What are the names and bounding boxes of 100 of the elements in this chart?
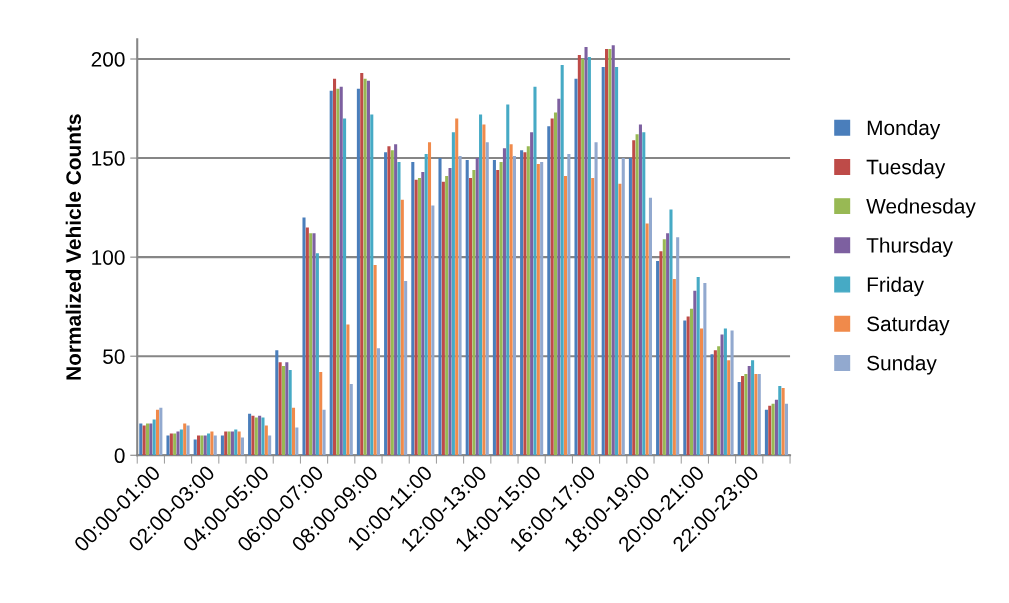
bar bbox=[577, 55, 581, 456]
bar bbox=[159, 407, 163, 456]
bar bbox=[149, 423, 153, 456]
y-tick-label: 200 bbox=[91, 52, 125, 67]
bar bbox=[451, 132, 455, 456]
legend-label: Tuesday bbox=[866, 159, 946, 179]
y-tick-label: 50 bbox=[103, 349, 125, 364]
bar bbox=[278, 362, 282, 456]
bar bbox=[356, 88, 360, 456]
bar bbox=[533, 86, 537, 456]
bar bbox=[152, 419, 156, 456]
bar bbox=[465, 160, 469, 456]
bar bbox=[285, 362, 289, 456]
bar bbox=[492, 160, 496, 456]
bar bbox=[291, 407, 296, 456]
bar bbox=[632, 140, 636, 456]
bar bbox=[553, 112, 558, 456]
bar bbox=[448, 167, 452, 456]
bar bbox=[550, 118, 554, 456]
bar bbox=[240, 437, 244, 456]
y-tick-label: 150 bbox=[92, 151, 125, 166]
bar bbox=[220, 435, 224, 456]
bar bbox=[264, 425, 268, 456]
bar bbox=[288, 370, 292, 456]
bar bbox=[628, 158, 632, 456]
legend-label: Monday bbox=[867, 119, 941, 140]
bar bbox=[472, 169, 476, 456]
bar bbox=[390, 150, 394, 456]
bar bbox=[295, 427, 299, 456]
bar bbox=[499, 162, 503, 456]
bar bbox=[281, 366, 286, 456]
bar bbox=[601, 66, 605, 456]
bar bbox=[723, 328, 727, 456]
bar bbox=[656, 261, 660, 456]
bar bbox=[496, 169, 500, 456]
bar bbox=[275, 350, 279, 456]
bar bbox=[784, 403, 789, 456]
bar bbox=[574, 78, 578, 456]
bar bbox=[387, 146, 391, 456]
bar bbox=[683, 320, 687, 456]
bar bbox=[502, 148, 506, 456]
bar bbox=[530, 132, 534, 456]
bar bbox=[693, 290, 697, 456]
bar bbox=[475, 158, 479, 456]
bar bbox=[662, 239, 666, 456]
bar bbox=[373, 265, 377, 456]
bar bbox=[563, 175, 568, 456]
y-tick-label: 0 bbox=[114, 448, 125, 464]
legend-label: Saturday bbox=[867, 315, 950, 336]
bar bbox=[747, 366, 751, 456]
bar bbox=[322, 409, 326, 456]
y-axis-title: Normalized Vehicle Counts bbox=[65, 114, 81, 380]
bar bbox=[547, 126, 551, 456]
bar bbox=[567, 154, 571, 456]
bar bbox=[717, 346, 721, 456]
legend-label: Thursday bbox=[866, 237, 953, 257]
bar bbox=[611, 45, 615, 456]
bar bbox=[376, 348, 380, 456]
bar bbox=[458, 156, 462, 456]
bar bbox=[581, 59, 585, 456]
bar bbox=[445, 175, 449, 456]
bar bbox=[557, 98, 561, 456]
bar bbox=[305, 227, 309, 456]
bar bbox=[720, 334, 724, 456]
bar bbox=[591, 177, 595, 456]
bar bbox=[333, 78, 337, 456]
legend-label: Sunday bbox=[867, 355, 937, 375]
bar bbox=[469, 177, 473, 456]
bar bbox=[751, 360, 755, 456]
bar bbox=[703, 282, 707, 456]
bar bbox=[560, 64, 564, 456]
bar bbox=[621, 158, 625, 456]
bar bbox=[394, 144, 398, 456]
bar bbox=[424, 154, 428, 456]
bar bbox=[343, 118, 347, 456]
bar bbox=[455, 118, 459, 456]
bar bbox=[349, 383, 353, 456]
bar bbox=[431, 205, 435, 456]
bar bbox=[710, 354, 714, 456]
bar bbox=[441, 181, 445, 456]
bar bbox=[427, 142, 432, 456]
bar bbox=[727, 360, 731, 456]
bar bbox=[699, 328, 704, 456]
bar bbox=[587, 57, 591, 456]
legend-label: Wednesday bbox=[866, 198, 976, 218]
bar bbox=[421, 171, 425, 456]
bar bbox=[438, 158, 442, 456]
bar bbox=[737, 381, 741, 456]
bar bbox=[329, 90, 333, 456]
bar bbox=[686, 316, 690, 456]
bar bbox=[145, 423, 150, 456]
legend-label: Friday bbox=[867, 276, 924, 297]
bar bbox=[666, 233, 670, 456]
bar bbox=[669, 209, 673, 456]
bar bbox=[346, 324, 350, 456]
bar bbox=[397, 162, 401, 456]
bar bbox=[302, 217, 306, 456]
bar bbox=[370, 114, 374, 456]
bar bbox=[764, 409, 768, 456]
bar bbox=[730, 330, 734, 456]
